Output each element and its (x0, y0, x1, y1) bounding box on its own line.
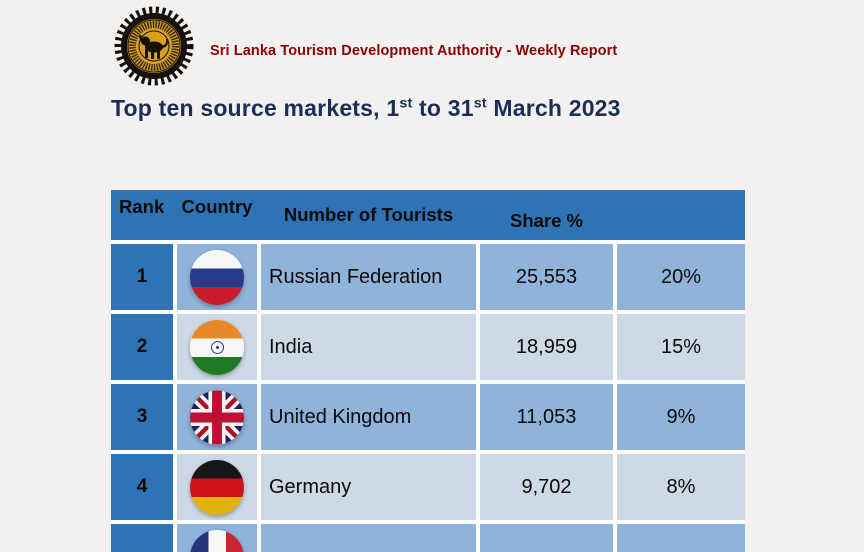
tourists-cell: 9,702 (480, 454, 613, 520)
share-cell: 15% (617, 314, 745, 380)
country-cell: Germany (261, 454, 476, 520)
tourists-cell (480, 524, 613, 552)
rank-cell: 3 (111, 384, 173, 450)
table-row (111, 524, 745, 552)
table-body: 1 Russian Federation 25,553 20% 2 India … (111, 244, 745, 552)
share-cell: 8% (617, 454, 745, 520)
org-header: Sri Lanka Tourism Development Authority … (0, 0, 864, 92)
share-cell: 20% (617, 244, 745, 310)
source-markets-table: Rank Country Number of Tourists Share % … (111, 190, 745, 552)
column-header-country: Country (181, 196, 253, 217)
flag-cell (177, 244, 257, 310)
report-title-superscript: st (399, 95, 413, 112)
flag-germany-icon (190, 459, 244, 515)
table-row: 1 Russian Federation 25,553 20% (111, 244, 745, 310)
country-cell: Russian Federation (261, 244, 476, 310)
flag-cell (177, 454, 257, 520)
sltda-emblem-logo-icon (104, 5, 204, 87)
rank-cell: 4 (111, 454, 173, 520)
flag-cell (177, 384, 257, 450)
flag-cell (177, 314, 257, 380)
share-cell (617, 524, 745, 552)
column-header-share: Share % (509, 210, 583, 232)
org-title: Sri Lanka Tourism Development Authority … (210, 43, 618, 59)
table-row: 2 India 18,959 15% (111, 314, 745, 380)
country-cell: United Kingdom (261, 384, 476, 450)
rank-cell (111, 524, 173, 552)
table-row: 3 United Kingdom 11,053 9% (111, 384, 745, 450)
column-header-tourists: Number of Tourists (283, 203, 454, 225)
report-title: Top ten source markets, 1st to 31st Marc… (111, 95, 621, 122)
flag-india-icon (190, 319, 244, 375)
flag-cell (177, 524, 257, 552)
column-header-rank: Rank (119, 196, 165, 217)
flag-france-icon (190, 529, 244, 552)
flag-uk-icon (190, 390, 244, 444)
tourists-cell: 25,553 (480, 244, 613, 310)
tourists-cell: 18,959 (480, 314, 613, 380)
country-cell: India (261, 314, 476, 380)
flag-russia-icon (190, 249, 244, 305)
rank-cell: 1 (111, 244, 173, 310)
country-cell (261, 524, 476, 552)
share-cell: 9% (617, 384, 745, 450)
report-title-part: March 2023 (486, 95, 621, 121)
table-row: 4 Germany 9,702 8% (111, 454, 745, 520)
report-title-part: to 31 (412, 95, 474, 121)
tourists-cell: 11,053 (480, 384, 613, 450)
ashoka-chakra-icon (210, 340, 224, 354)
table-header-row: Rank Country Number of Tourists Share % (111, 190, 745, 240)
report-title-part: Top ten source markets, 1 (111, 95, 400, 121)
rank-cell: 2 (111, 314, 173, 380)
report-title-superscript: st (473, 95, 487, 112)
